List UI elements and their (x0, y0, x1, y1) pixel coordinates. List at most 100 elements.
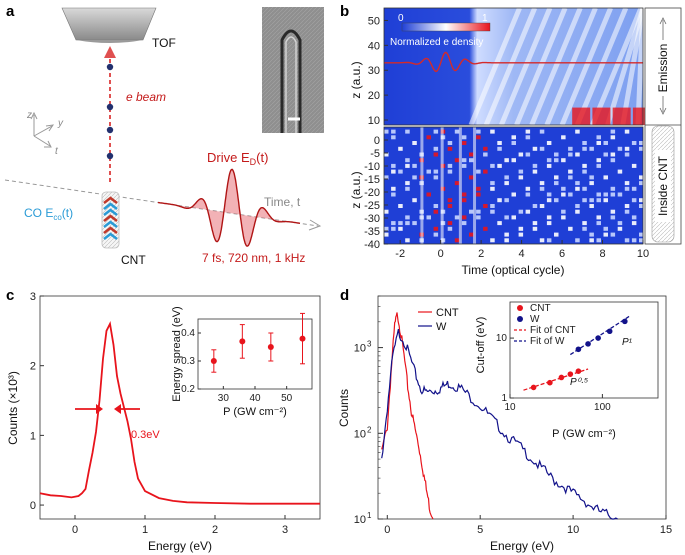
density-cell (546, 238, 552, 243)
density-cell (603, 141, 608, 145)
density-cell (624, 209, 630, 214)
density-cell (610, 209, 616, 214)
b-xtick-label: -2 (395, 248, 405, 260)
panel-label-a: a (6, 3, 15, 20)
density-cell (596, 215, 601, 220)
density-cell (575, 204, 580, 208)
density-cell (575, 186, 580, 191)
emission-streak (574, 7, 629, 126)
density-cell (518, 152, 524, 157)
density-cell (631, 163, 637, 168)
density-cell (483, 152, 488, 157)
density-cell (610, 232, 616, 237)
density-cell (624, 129, 630, 134)
co-label-arg: (t) (62, 206, 73, 220)
density-cell (575, 181, 580, 186)
density-cell (596, 163, 601, 168)
density-cell (384, 209, 389, 214)
density-cell (433, 232, 439, 237)
d-xtick-label: 0 (384, 524, 390, 536)
inside-cnt-label: Inside CNT (656, 155, 670, 216)
density-cell (447, 141, 453, 145)
density-cell (405, 186, 410, 191)
c-inset-xtick-label: 30 (218, 393, 230, 404)
c-ytick-label: 2 (30, 361, 36, 373)
density-cell (398, 226, 403, 231)
density-cell (596, 192, 601, 197)
density-cell (596, 198, 601, 203)
density-cell (384, 152, 389, 157)
density-cell (596, 141, 601, 145)
b-bottom-ytick-label: -40 (364, 239, 380, 251)
emission-hot-spot (572, 107, 591, 125)
density-cell (582, 169, 587, 174)
emission-streak (499, 7, 553, 126)
density-cell (511, 192, 516, 197)
density-cell (433, 204, 439, 208)
density-cell (539, 181, 545, 186)
c-ytick-label: 3 (30, 291, 36, 303)
density-cell (546, 141, 552, 145)
density-cell (412, 221, 417, 226)
density-cell (568, 226, 573, 231)
e-beam-label: e beam (126, 90, 166, 104)
axis-t-label: t (55, 146, 59, 157)
density-cell (617, 226, 623, 231)
density-cell (461, 163, 467, 168)
density-cell (476, 135, 481, 140)
density-cell (546, 221, 552, 226)
density-cell (596, 135, 601, 140)
co-chevron (103, 226, 118, 235)
drive-pulse-fill (158, 169, 300, 247)
d-cnt-spectrum (381, 312, 434, 520)
c-inset-plot: 30 40 50 0.2 0.3 0.4 (181, 312, 306, 404)
emission-streak (635, 7, 646, 126)
co-label-sub: co (53, 213, 62, 222)
d-inset-point (622, 318, 628, 325)
density-cell (589, 232, 594, 237)
density-cell (426, 135, 431, 140)
density-cell (433, 175, 439, 180)
density-cell (476, 192, 481, 197)
axis-z-label: z (26, 110, 32, 121)
density-cell (539, 238, 545, 243)
density-cell (631, 215, 637, 220)
density-cell (461, 221, 467, 226)
density-cell (447, 221, 453, 226)
density-cell (561, 215, 566, 220)
electron-dot (106, 152, 114, 160)
density-cell (610, 186, 616, 191)
density-cell (554, 152, 559, 157)
density-cell (546, 163, 552, 168)
density-cell (518, 232, 524, 237)
density-cell (568, 192, 573, 197)
colorbar (401, 22, 491, 32)
density-cell (639, 232, 644, 237)
density-cell (546, 215, 552, 220)
drive-label: Drive ED(t) (207, 150, 268, 167)
b-xtick-label: 2 (478, 248, 484, 260)
density-cell (603, 175, 608, 180)
density-cell (461, 192, 467, 197)
density-cell (433, 209, 439, 214)
density-cell (554, 232, 559, 237)
density-cell (610, 129, 616, 134)
density-cell (561, 192, 566, 197)
b-xtick-label: 4 (519, 248, 525, 260)
emission-streak (590, 7, 644, 126)
density-cell (454, 158, 460, 163)
density-cell (532, 146, 538, 151)
density-cell (511, 141, 516, 145)
d-ytick-label: 10 (354, 428, 366, 440)
b-xtick-label: 0 (438, 248, 444, 260)
c-inset-ytick-label: 0.2 (181, 384, 195, 395)
density-cell (532, 163, 538, 168)
emission-streak (620, 7, 646, 126)
b-ylabel-top: z (a.u.) (349, 61, 363, 98)
density-cell (476, 209, 481, 214)
density-cell (582, 163, 587, 168)
